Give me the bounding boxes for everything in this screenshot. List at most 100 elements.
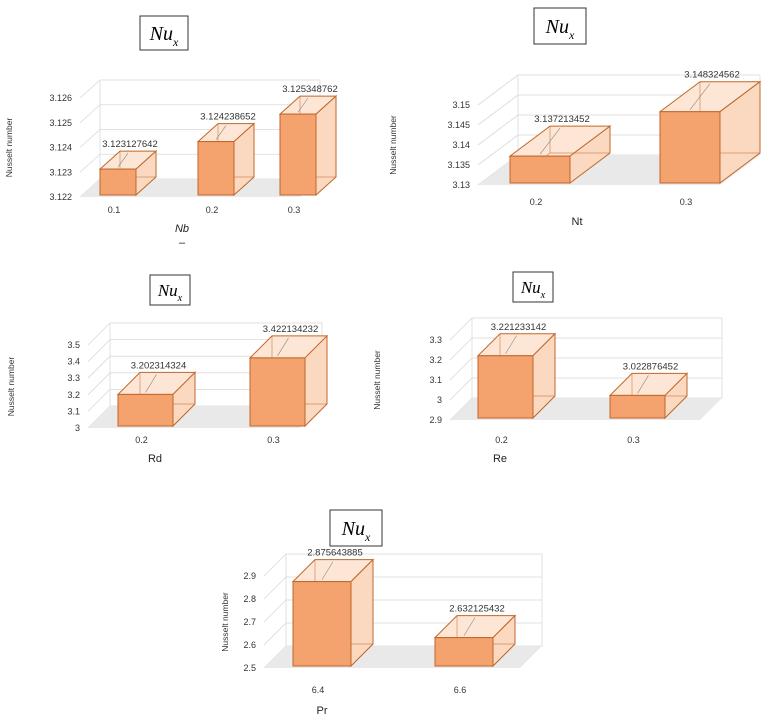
bar-6.6[interactable] <box>433 614 517 668</box>
side-grid-line <box>263 599 287 623</box>
y-tick-label: 3.1 <box>67 406 80 416</box>
y-tick-label: 3.5 <box>67 340 80 350</box>
side-grid-line <box>477 114 519 146</box>
chart-title-subscript: x <box>540 290 546 301</box>
data-label: 3.422134232 <box>263 324 318 335</box>
y-tick-label: 3.3 <box>67 373 80 383</box>
data-label: 3.022876452 <box>623 361 678 372</box>
bar-0.3[interactable] <box>278 94 338 197</box>
bar-0.3[interactable] <box>248 334 329 428</box>
chart-title-main: Nu <box>157 281 178 300</box>
side-grid-line <box>477 74 519 106</box>
y-axis-label: Nusselt number <box>388 115 398 175</box>
x-tick-label: 0.3 <box>288 205 301 215</box>
side-grid-line <box>87 339 111 362</box>
y-tick-label: 3 <box>75 423 80 433</box>
side-grid-line <box>79 104 101 124</box>
side-grid-line <box>87 389 111 412</box>
data-label: 3.221233142 <box>491 322 546 333</box>
chart-title-subscript: x <box>172 35 179 49</box>
side-grid-line <box>263 553 287 577</box>
bar-6.4[interactable] <box>291 558 375 668</box>
chart-title-box <box>533 7 587 45</box>
side-grid-line <box>79 129 101 148</box>
data-label-leader <box>463 617 476 636</box>
y-tick-label: 3.126 <box>49 93 72 103</box>
chart-title-box <box>139 15 189 51</box>
chart-title-main: Nu <box>545 16 569 38</box>
bar-0.1[interactable] <box>98 149 158 197</box>
y-axis-label: Nusselt number <box>4 118 14 178</box>
y-tick-label: 3.4 <box>67 357 80 367</box>
y-axis-label: Nusselt number <box>6 357 16 417</box>
data-label-leader <box>689 83 711 110</box>
y-tick-label: 3.2 <box>429 355 442 365</box>
side-grid-line <box>449 317 473 341</box>
bar-0.2[interactable] <box>508 125 612 184</box>
bar-front-face <box>477 355 534 419</box>
x-axis-label: Rd <box>148 453 162 465</box>
side-grid-line <box>449 357 473 381</box>
data-label-leader <box>505 335 517 354</box>
y-tick-label: 2.8 <box>243 594 256 604</box>
y-tick-label: 3.124 <box>49 143 72 153</box>
chart-panel-nb: Nux 3.122 3.123 3.124 3.125 3.126 Nusselt numb… <box>4 15 338 249</box>
y-tick-label: 3.145 <box>447 120 470 130</box>
x-tick-label: 0.2 <box>495 435 508 445</box>
bar-front-face <box>434 637 494 667</box>
chart-panel-pr: Nux 2.5 2.6 2.7 2.8 2.9 Nusselt number 2.875643… <box>220 509 543 717</box>
data-label-leader <box>321 561 334 580</box>
data-label: 3.123127642 <box>102 139 157 150</box>
bar-front-face <box>609 394 666 419</box>
bar-0.2[interactable] <box>196 122 256 197</box>
chart-title: Nux <box>545 16 575 42</box>
bar-0.2[interactable] <box>116 371 197 428</box>
side-grid-line <box>79 79 101 99</box>
y-tick-label: 3.13 <box>452 180 470 190</box>
x-tick-label: 0.3 <box>680 197 693 207</box>
data-label-leader <box>277 337 289 357</box>
y-tick-label: 3.122 <box>49 192 72 202</box>
y-tick-label: 3.1 <box>429 375 442 385</box>
y-tick-label: 3.2 <box>67 390 80 400</box>
side-grid-line <box>87 322 111 346</box>
x-tick-label: 0.1 <box>108 205 121 215</box>
bar-0.3[interactable] <box>608 372 689 420</box>
x-tick-label: 0.2 <box>206 205 219 215</box>
bar-side-face <box>315 94 337 197</box>
side-grid-line <box>477 134 519 166</box>
bar-front-face <box>197 141 235 196</box>
chart-title-box <box>512 271 554 303</box>
chart-title: Nux <box>520 278 546 301</box>
side-grid-line <box>79 153 101 173</box>
x-tick-label: 0.3 <box>627 435 640 445</box>
bar-front-face <box>117 393 174 427</box>
y-tick-label: 3.3 <box>429 335 442 345</box>
y-tick-label: 3.15 <box>452 100 470 110</box>
x-tick-label: 6.6 <box>454 685 467 695</box>
x-tick-label: 0.3 <box>267 435 280 445</box>
bar-front-face <box>249 357 306 427</box>
chart-panel-re: Nux 2.9 3 3.1 3.2 3.3 Nusselt number 3.22123314… <box>372 271 723 465</box>
y-tick-label: 3.125 <box>49 118 72 128</box>
data-label: 2.632125432 <box>449 604 504 615</box>
y-tick-label: 2.7 <box>243 617 256 627</box>
bar-front-face <box>509 155 571 184</box>
side-grid-line <box>449 337 473 361</box>
data-label-leader <box>539 127 561 155</box>
data-label: 3.124238652 <box>200 112 255 123</box>
x-tick-label: 0.2 <box>530 197 543 207</box>
x-axis-label: Nb <box>175 223 189 235</box>
bar-0.2[interactable] <box>476 332 557 420</box>
side-grid-line <box>87 372 111 396</box>
side-grid-line <box>263 576 287 600</box>
data-label: 3.148324562 <box>684 70 739 81</box>
y-tick-label: 3.135 <box>447 160 470 170</box>
chart-title-main: Nu <box>520 278 541 297</box>
bar-0.3[interactable] <box>658 80 762 184</box>
y-axis-label: Nusselt number <box>372 350 382 410</box>
bar-front-face <box>292 581 352 667</box>
chart-title: Nux <box>157 281 183 304</box>
data-label: 3.202314324 <box>131 360 186 371</box>
